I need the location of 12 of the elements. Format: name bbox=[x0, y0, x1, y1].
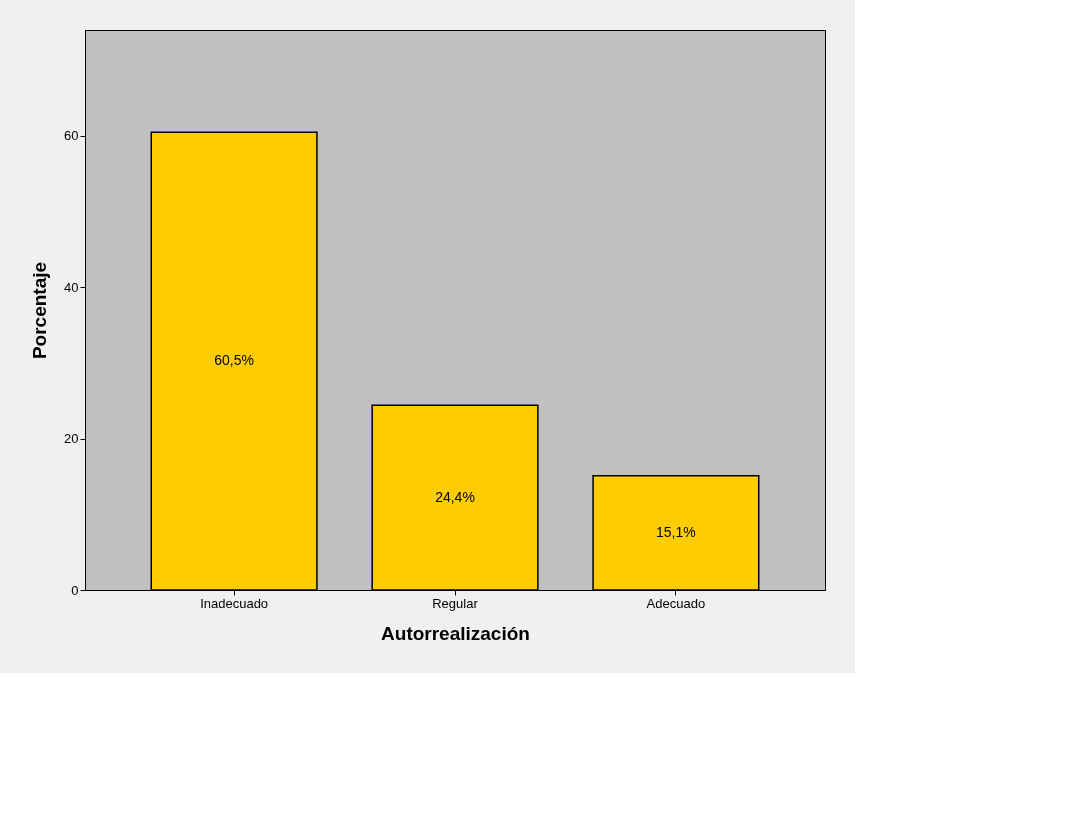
x-tick-label: Inadecuado bbox=[200, 595, 269, 611]
data-label: 60,5% bbox=[214, 352, 254, 369]
y-tick-label: 40 bbox=[64, 279, 79, 295]
x-tick-label: Regular bbox=[432, 595, 479, 611]
y-tick-label: 60 bbox=[64, 128, 79, 144]
data-label: 15,1% bbox=[656, 523, 696, 540]
y-tick-label: 0 bbox=[71, 582, 79, 598]
y-axis-title: Porcentaje bbox=[29, 261, 51, 360]
x-tick-label: Adecuado bbox=[646, 595, 706, 611]
y-tick-label: 20 bbox=[64, 431, 79, 447]
data-label: 24,4% bbox=[435, 488, 475, 505]
x-axis-title: Autorrealización bbox=[381, 622, 530, 644]
